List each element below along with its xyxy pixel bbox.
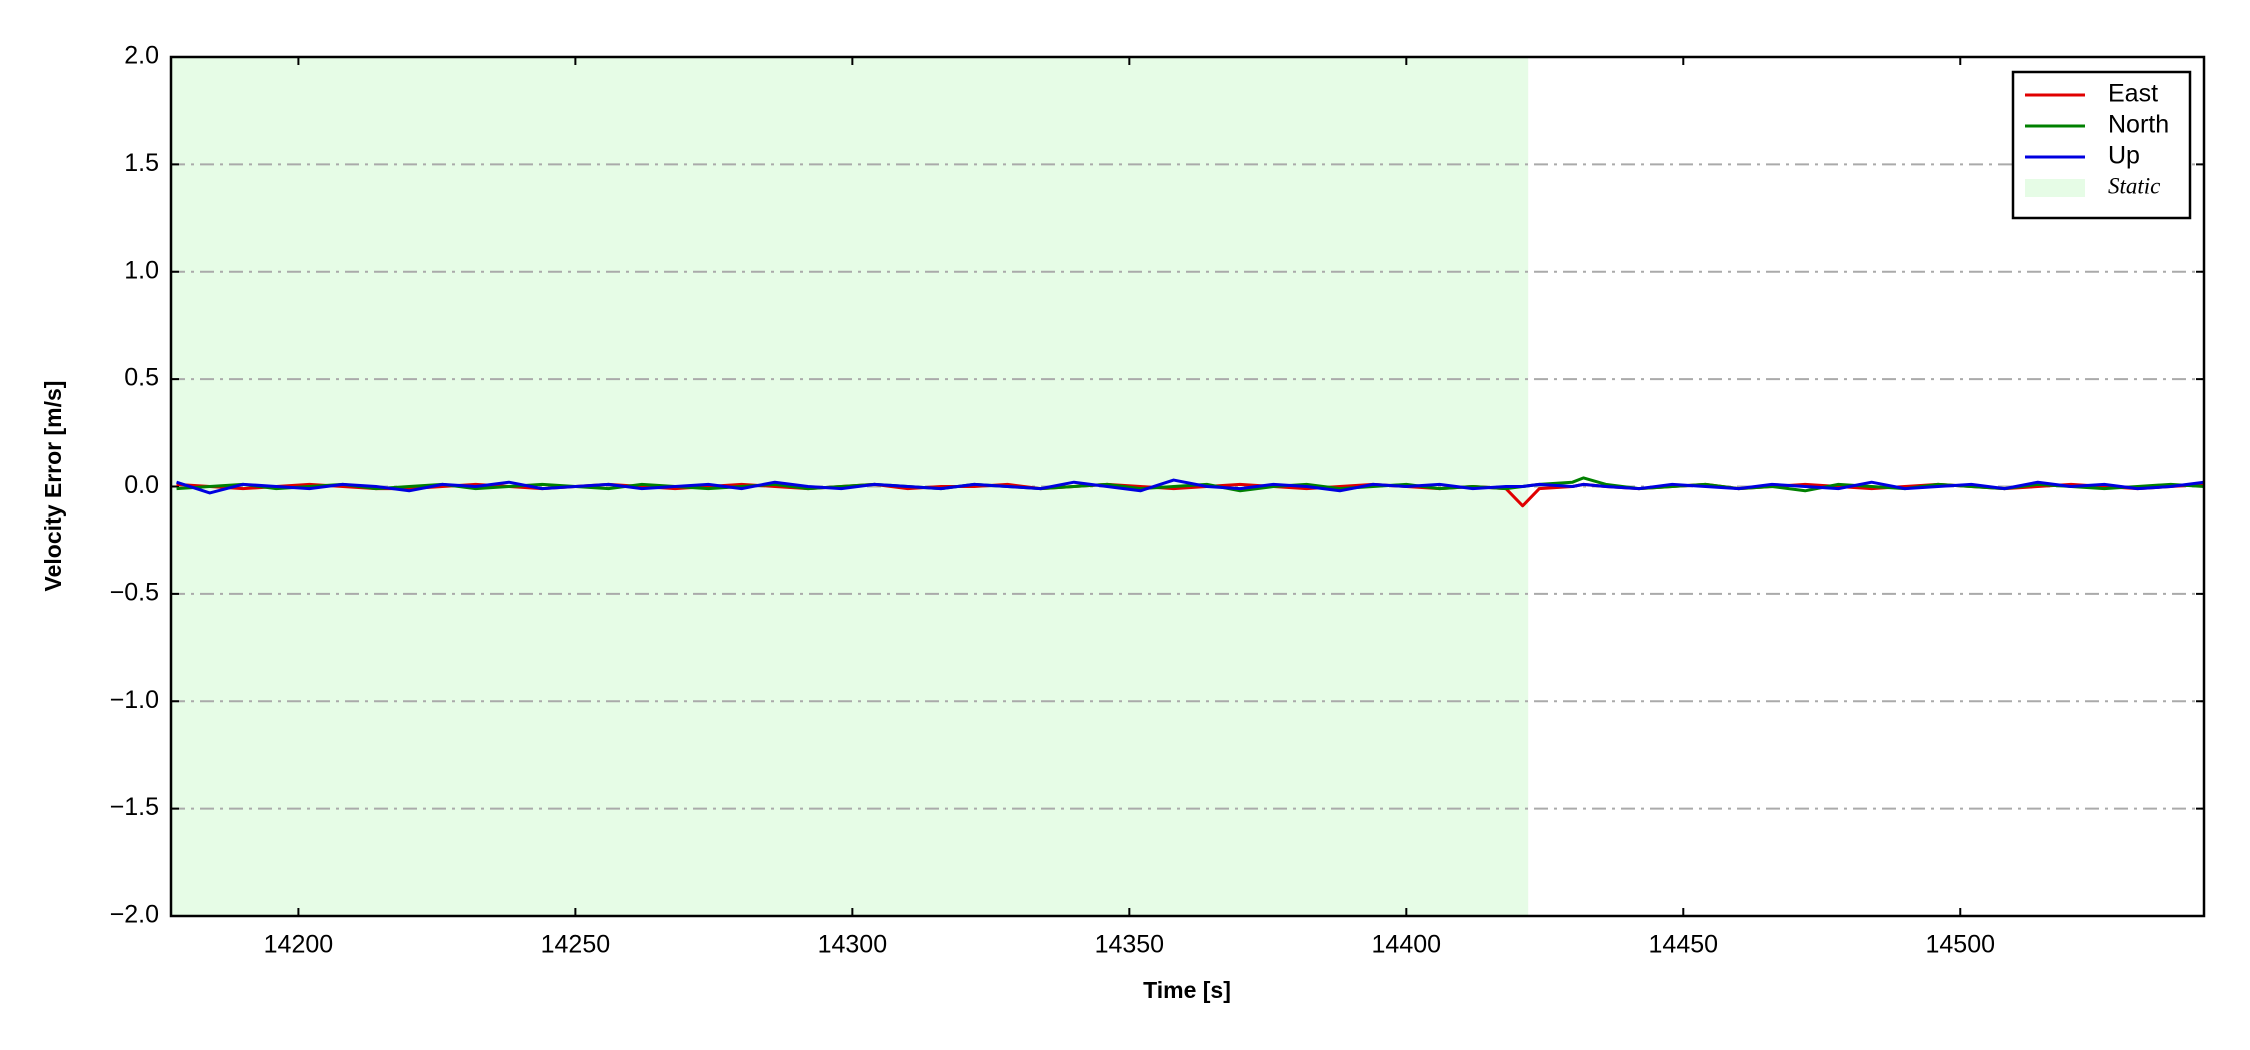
- legend-label: Up: [2108, 142, 2140, 170]
- x-tick-label: 14500: [1925, 931, 1995, 959]
- legend-label: North: [2108, 111, 2169, 139]
- series-line: [176, 482, 2205, 508]
- legend-label: East: [2108, 80, 2158, 108]
- y-tick-label: 1.0: [124, 256, 159, 284]
- x-tick-label: 14250: [541, 931, 611, 959]
- x-tick-label: 14450: [1649, 931, 1719, 959]
- y-axis-label: Velocity Error [m/s]: [40, 381, 66, 592]
- y-tick-label: 1.5: [124, 149, 159, 177]
- legend-swatch: [2025, 179, 2085, 197]
- y-tick-label: −2.0: [110, 901, 159, 929]
- y-tick-label: −1.5: [110, 793, 159, 821]
- x-tick-label: 14200: [264, 931, 334, 959]
- y-tick-label: −0.5: [110, 578, 159, 606]
- x-axis-label: Time [s]: [1143, 977, 1231, 1003]
- x-tick-label: 14300: [818, 931, 888, 959]
- x-tick-label: 14400: [1372, 931, 1442, 959]
- plot-frame: [169, 55, 2206, 918]
- y-tick-label: 0.0: [124, 471, 159, 499]
- y-tick-label: 0.5: [124, 364, 159, 392]
- y-tick-label: −1.0: [110, 686, 159, 714]
- legend-label: Static: [2108, 173, 2160, 198]
- series-line: [176, 478, 2205, 495]
- y-tick-label: 2.0: [124, 42, 159, 70]
- x-tick-label: 14350: [1095, 931, 1165, 959]
